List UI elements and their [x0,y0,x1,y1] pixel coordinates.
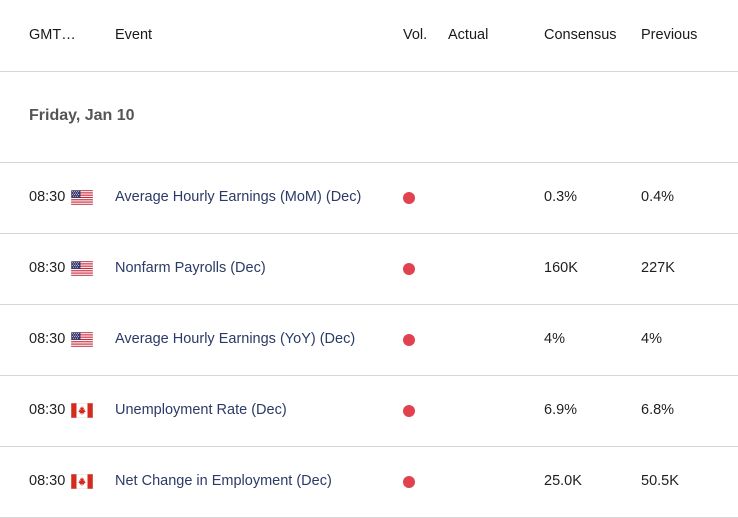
canada-flag-icon [71,403,93,418]
event-time: 08:30 [29,402,66,418]
event-name-link[interactable]: Unemployment Rate (Dec) [115,402,287,418]
canada-flag-icon [71,474,93,489]
header-time[interactable]: GMT… [29,27,76,43]
event-name-link[interactable]: Average Hourly Earnings (YoY) (Dec) [115,331,356,347]
day-label: Friday, Jan 10 [29,107,135,124]
header-vol: Vol. [403,27,428,43]
header-actual: Actual [448,27,489,43]
event-name-link[interactable]: Average Hourly Earnings (MoM) (Dec) [115,189,362,205]
table-row[interactable]: 08:30 Net Change in Employment (Dec) 25.0K… [0,447,738,518]
volatility-dot-icon [403,334,415,346]
event-consensus: 6.9% [544,402,578,418]
header-consensus: Consensus [544,27,617,43]
event-previous: 50.5K [641,473,679,489]
us-flag-icon [71,332,93,347]
header-previous: Previous [641,27,698,43]
day-group-header: Friday, Jan 10 [0,72,738,163]
event-name-link[interactable]: Net Change in Employment (Dec) [115,473,332,489]
volatility-dot-icon [403,263,415,275]
table-row[interactable]: 08:30 Unemployment Rate (Dec) 6.9% 6.8% [0,376,738,447]
event-consensus: 4% [544,331,565,347]
us-flag-icon [71,190,93,205]
volatility-dot-icon [403,192,415,204]
table-header: GMT… Event Vol. Actual Consensus Previou… [0,0,738,72]
event-name-link[interactable]: Nonfarm Payrolls (Dec) [115,260,266,276]
event-time: 08:30 [29,473,66,489]
event-previous: 227K [641,260,675,276]
event-time: 08:30 [29,260,66,276]
table-row[interactable]: 08:30 Nonfarm Payrolls (Dec) 160K 227K [0,234,738,305]
event-previous: 4% [641,331,662,347]
header-event: Event [115,27,153,43]
us-flag-icon [71,261,93,276]
volatility-dot-icon [403,476,415,488]
event-consensus: 0.3% [544,189,578,205]
event-consensus: 160K [544,260,578,276]
volatility-dot-icon [403,405,415,417]
event-time: 08:30 [29,189,66,205]
event-previous: 6.8% [641,402,675,418]
table-row[interactable]: 08:30 Average Hourly Earnings (YoY) (Dec)… [0,305,738,376]
event-consensus: 25.0K [544,473,582,489]
table-row[interactable]: 08:30 Average Hourly Earnings (MoM) (Dec)… [0,163,738,234]
event-time: 08:30 [29,331,66,347]
event-previous: 0.4% [641,189,675,205]
